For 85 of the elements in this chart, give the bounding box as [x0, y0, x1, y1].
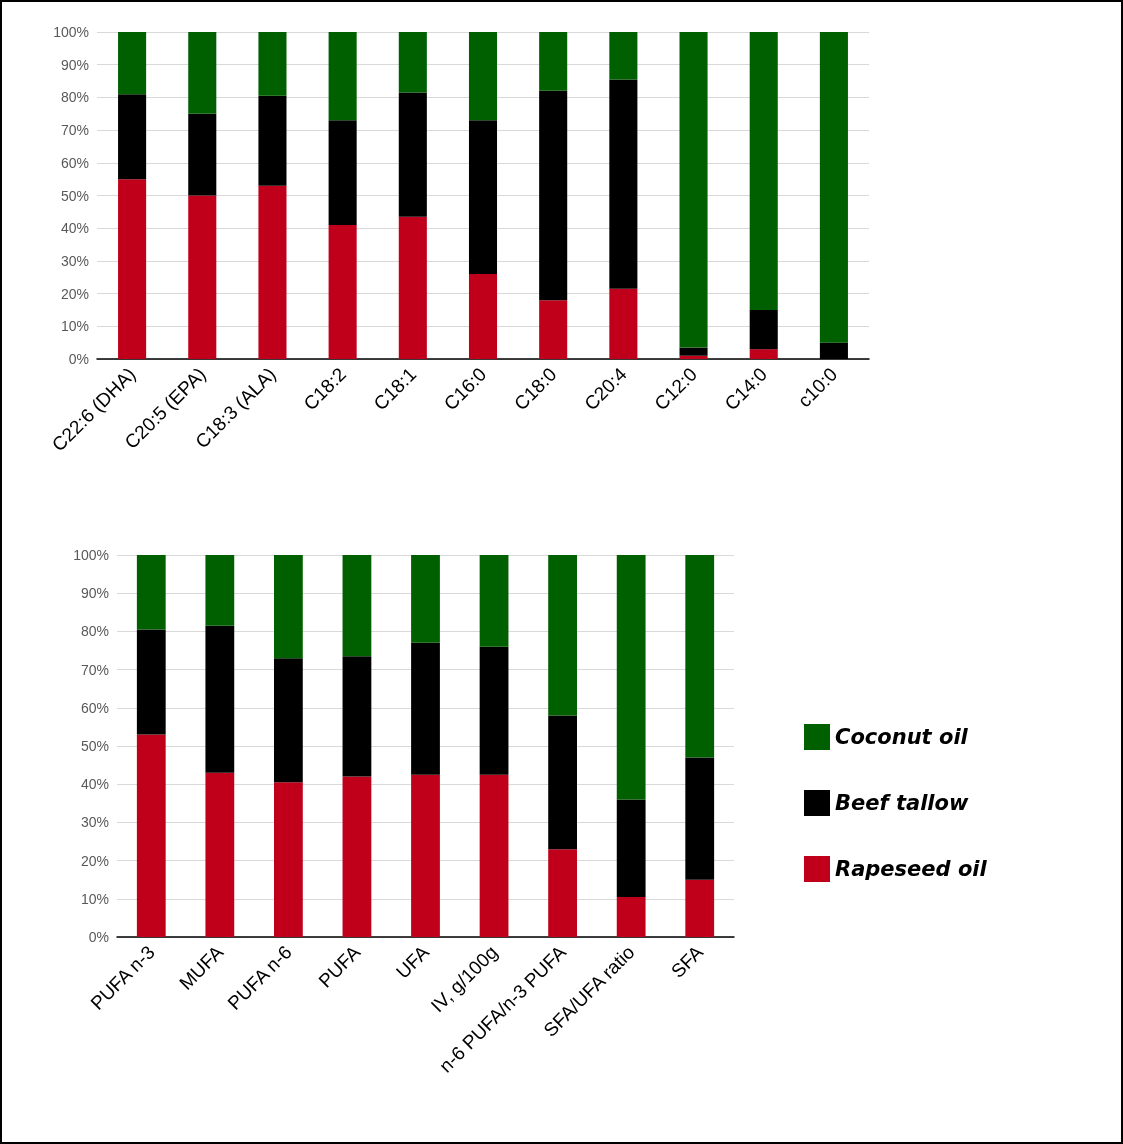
- bar: [118, 179, 147, 359]
- legend-label: Beef tallow: [835, 791, 969, 815]
- y-tick-label: 0%: [68, 351, 89, 367]
- y-tick-label: 70%: [80, 661, 109, 678]
- bar: [479, 774, 509, 937]
- bar: [136, 734, 166, 937]
- bar: [819, 32, 848, 343]
- bar: [609, 79, 638, 289]
- y-tick-label: 30%: [80, 814, 109, 831]
- y-tick-label: 20%: [60, 285, 89, 302]
- y-tick-label: 70%: [60, 122, 89, 139]
- bar: [749, 349, 778, 359]
- x-tick-label: UFA: [391, 941, 434, 983]
- bar: [539, 300, 568, 359]
- bar: [609, 288, 638, 359]
- bar: [685, 757, 715, 880]
- bar: [616, 896, 646, 937]
- y-tick-label: 90%: [60, 56, 89, 73]
- y-tick-label: 80%: [80, 623, 109, 640]
- y-tick-label: 10%: [60, 318, 89, 335]
- y-tick-label: 100%: [53, 24, 89, 40]
- bar: [411, 774, 440, 937]
- y-tick-label: 30%: [60, 252, 89, 269]
- bar: [411, 555, 440, 643]
- y-tick-label: 10%: [80, 890, 109, 907]
- bar: [749, 309, 778, 350]
- bar: [205, 772, 235, 937]
- bar: [468, 32, 498, 121]
- legend-label: Coconut oil: [835, 725, 969, 749]
- y-tick-label: 80%: [60, 89, 89, 106]
- bar: [548, 555, 578, 716]
- y-tick-label: 60%: [80, 699, 109, 716]
- y-tick-label: 40%: [80, 776, 109, 793]
- bar: [273, 782, 303, 937]
- bar: [468, 120, 498, 274]
- bar: [679, 347, 708, 356]
- y-tick-label: 0%: [88, 929, 109, 945]
- legend-label: Rapeseed oil: [835, 857, 988, 881]
- bar: [679, 32, 708, 348]
- bar: [548, 849, 578, 937]
- y-tick-label: 60%: [60, 154, 89, 171]
- bar: [258, 95, 287, 186]
- bar: [258, 32, 287, 96]
- bar: [188, 32, 217, 114]
- y-tick-label: 20%: [80, 852, 109, 869]
- bar: [258, 185, 287, 359]
- bar: [328, 32, 357, 121]
- bar: [342, 555, 372, 657]
- y-tick-label: 100%: [73, 547, 109, 563]
- y-tick-label: 50%: [60, 187, 89, 204]
- bar: [205, 555, 235, 626]
- bar: [342, 776, 372, 937]
- bar: [328, 224, 357, 359]
- x-tick-label: SFA: [666, 941, 708, 982]
- bar: [609, 32, 638, 80]
- bar: [273, 555, 303, 659]
- bar: [398, 92, 427, 217]
- bar: [188, 195, 217, 359]
- y-tick-label: 40%: [60, 220, 89, 237]
- bar: [548, 715, 578, 850]
- bar: [616, 799, 646, 897]
- bar: [328, 120, 357, 225]
- bar: [685, 555, 715, 758]
- bar: [118, 32, 147, 95]
- bar: [479, 646, 509, 775]
- bar: [273, 658, 303, 783]
- bar: [136, 629, 166, 735]
- bar: [539, 32, 568, 91]
- bar: [749, 32, 778, 310]
- bar: [468, 273, 498, 359]
- bar: [616, 555, 646, 800]
- y-tick-label: 50%: [80, 738, 109, 754]
- bar: [205, 625, 235, 773]
- bar: [342, 656, 372, 777]
- bar: [136, 555, 166, 630]
- bar: [479, 555, 509, 647]
- bar: [398, 32, 427, 93]
- bar: [685, 879, 715, 937]
- bar: [679, 355, 708, 359]
- bar: [118, 94, 147, 180]
- y-tick-label: 90%: [80, 585, 109, 602]
- bar: [398, 216, 427, 359]
- bar: [539, 90, 568, 301]
- bar: [411, 642, 440, 775]
- bar: [188, 113, 217, 196]
